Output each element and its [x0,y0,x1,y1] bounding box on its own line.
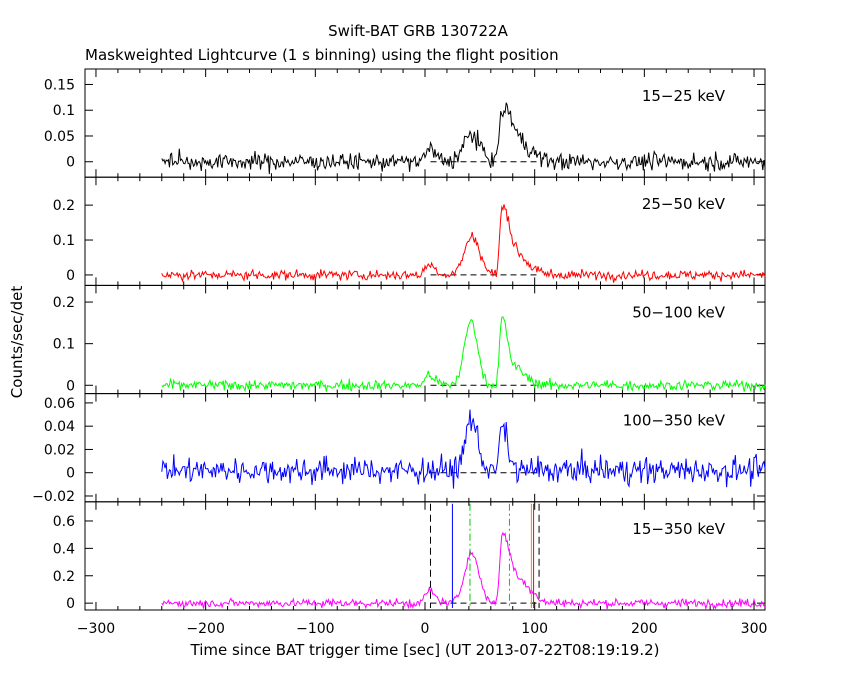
y-tick-label: 0.05 [44,129,75,145]
lightcurve-series-line [161,204,766,283]
y-tick-label: 0.6 [53,514,75,530]
y-tick-label: 0.1 [53,233,75,249]
y-tick-label: 0.1 [53,103,75,119]
lightcurve-series-line [161,102,766,175]
lightcurve-series-line [161,409,766,489]
y-tick-label: 0 [66,155,75,171]
chart-title: Swift-BAT GRB 130722A [328,22,508,40]
panel-frame [84,68,766,178]
chart-subtitle: Maskweighted Lightcurve (1 s binning) us… [85,46,559,64]
y-tick-label: 0.02 [44,442,75,458]
panel-3: 0 0.1 0.2 50−100 keV [53,284,766,395]
x-tick-label: 0 [421,621,430,637]
panel-2: 0 0.1 0.2 25−50 keV [53,176,766,286]
y-tick-label: 0.15 [44,77,75,93]
x-tick-label: −300 [77,621,115,637]
y-tick-label: −0.02 [32,489,75,505]
y-tick-label: 0.2 [53,569,75,585]
y-tick-label: 0 [66,378,75,394]
band-label: 25−50 keV [642,195,726,213]
panel-4: −0.02 0 0.02 0.04 0.06 100−350 keV [32,393,766,505]
panel-frame [84,393,766,503]
panel-frame [84,284,766,395]
x-tick-label: 300 [741,621,768,637]
y-tick-label: 0.2 [53,295,75,311]
panel-frame [84,176,766,286]
band-label: 15−350 keV [632,520,725,538]
panel-1: 0 0.05 0.1 0.15 15−25 keV [44,68,766,178]
band-label: 50−100 keV [632,303,725,321]
y-tick-label: 0 [66,596,75,612]
x-tick-label: −200 [186,621,224,637]
y-tick-label: 0.06 [44,396,75,412]
y-tick-label: 0.4 [53,541,75,557]
x-tick-label: 100 [521,621,548,637]
panel-5: 0 0.2 0.4 0.6 15−350 keV [53,501,766,612]
y-tick-label: 0.2 [53,198,75,214]
y-tick-label: 0 [66,466,75,482]
band-label: 15−25 keV [642,87,726,105]
band-label: 100−350 keV [623,412,726,430]
y-tick-label: 0.04 [44,419,75,435]
x-tick-label: 200 [631,621,658,637]
x-tick-label: −100 [296,621,334,637]
lightcurve-series-line [161,316,766,393]
y-tick-label: 0.1 [53,337,75,353]
panels-group: 0 0.05 0.1 0.15 15−25 keV 0 0.1 0.2 25−50 keV 0 0.… [32,68,766,612]
lightcurve-series-line [161,531,766,611]
x-axis-tick-labels: −300 −200 −100 0 100 200 300 [77,621,768,637]
y-axis-label: Counts/sec/det [8,286,26,399]
x-axis-label: Time since BAT trigger time [sec] (UT 20… [190,641,660,659]
y-tick-label: 0 [66,268,75,284]
